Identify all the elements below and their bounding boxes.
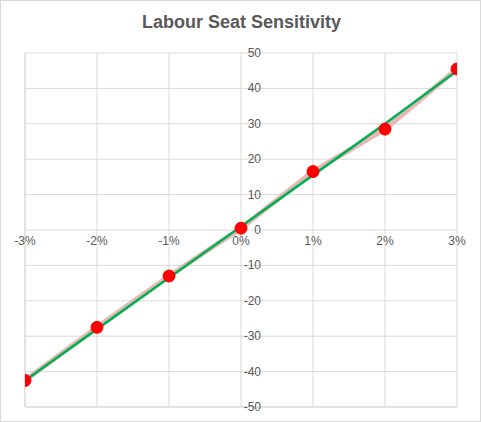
svg-text:0%: 0%: [232, 234, 250, 248]
svg-text:-50: -50: [244, 400, 262, 414]
svg-text:3%: 3%: [448, 234, 466, 248]
svg-text:-30: -30: [244, 329, 262, 343]
svg-text:-2%: -2%: [86, 234, 108, 248]
svg-text:-20: -20: [244, 294, 262, 308]
svg-text:2%: 2%: [376, 234, 394, 248]
svg-text:0: 0: [254, 223, 261, 237]
svg-text:50: 50: [248, 46, 262, 60]
svg-text:1%: 1%: [304, 234, 322, 248]
svg-text:10: 10: [248, 188, 262, 202]
svg-text:20: 20: [248, 152, 262, 166]
html-text:Labour Seat Sensitivity: Labour Seat Sensitivity: [142, 12, 341, 32]
svg-text:-10: -10: [244, 258, 262, 272]
svg-text:30: 30: [248, 117, 262, 131]
svg-text:40: 40: [248, 81, 262, 95]
svg-text:-3%: -3%: [14, 234, 36, 248]
svg-text:-40: -40: [244, 365, 262, 379]
svg-text:-1%: -1%: [158, 234, 180, 248]
